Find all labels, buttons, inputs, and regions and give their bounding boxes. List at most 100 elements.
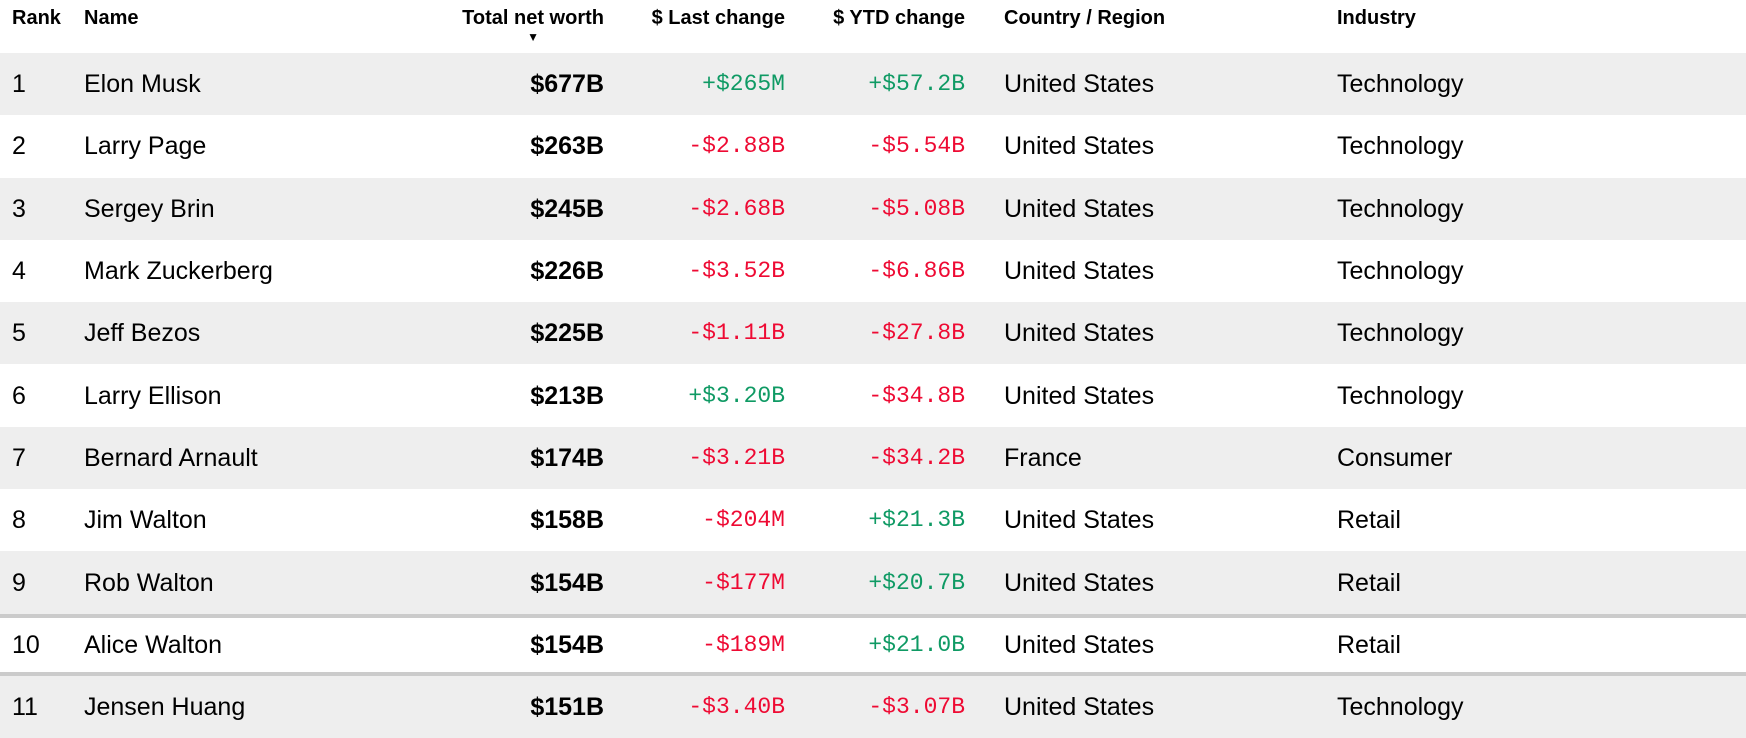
cell-country: United States (1004, 194, 1155, 223)
cell-industry: Retail (1337, 506, 1401, 535)
cell-ytd_change: -$3.07B (868, 694, 965, 721)
table-row[interactable]: 10 Alice Walton $154B -$189M +$21.0B United S… (0, 613, 1746, 676)
cell-country: United States (1004, 257, 1155, 286)
cell-last_change: -$177M (702, 569, 785, 596)
cell-ytd_change: +$20.7B (868, 569, 965, 596)
cell-industry: Technology (1337, 70, 1464, 99)
cell-last_change: -$2.88B (688, 133, 785, 160)
cell-net_worth: $677B (530, 70, 604, 99)
cell-rank: 7 (12, 443, 26, 472)
cell-ytd_change: +$21.0B (868, 631, 965, 658)
cell-net_worth: $225B (530, 319, 604, 348)
cell-ytd_change: -$5.54B (868, 133, 965, 160)
column-header-label: Country / Region (1004, 7, 1166, 29)
cell-net_worth: $263B (530, 132, 604, 161)
cell-industry: Technology (1337, 693, 1464, 722)
cell-name: Sergey Brin (84, 194, 215, 223)
cell-industry: Technology (1337, 194, 1464, 223)
cell-net_worth: $158B (530, 506, 604, 535)
table-header: Rank Name Total net worth ▼ $ Last change $ Y… (0, 0, 1746, 53)
cell-rank: 8 (12, 506, 26, 535)
cell-country: United States (1004, 506, 1155, 535)
cell-industry: Technology (1337, 381, 1464, 410)
column-header-label: Industry (1337, 7, 1416, 29)
cell-ytd_change: -$27.8B (868, 320, 965, 347)
cell-ytd_change: +$57.2B (868, 71, 965, 98)
cell-country: United States (1004, 319, 1155, 348)
cell-net_worth: $174B (530, 443, 604, 472)
table-row[interactable]: 9 Rob Walton $154B -$177M +$20.7B United Stat… (0, 551, 1746, 614)
cell-country: United States (1004, 381, 1155, 410)
cell-country: France (1004, 443, 1082, 472)
column-header-net_worth[interactable]: Total net worth ▼ (372, 0, 604, 53)
column-header-industry[interactable]: Industry (1337, 0, 1746, 53)
cell-net_worth: $213B (530, 381, 604, 410)
cell-name: Alice Walton (84, 630, 223, 659)
cell-rank: 4 (12, 257, 26, 286)
cell-industry: Technology (1337, 319, 1464, 348)
cell-net_worth: $245B (530, 194, 604, 223)
cell-industry: Consumer (1337, 443, 1453, 472)
column-header-country[interactable]: Country / Region (965, 0, 1337, 53)
cell-ytd_change: +$21.3B (868, 507, 965, 534)
cell-ytd_change: -$6.86B (868, 258, 965, 285)
cell-last_change: +$3.20B (688, 382, 785, 409)
column-header-label: $ Last change (651, 7, 785, 29)
sort-descending-icon: ▼ (527, 30, 540, 44)
cell-last_change: -$3.52B (688, 258, 785, 285)
cell-rank: 6 (12, 381, 26, 410)
column-header-label: Name (84, 7, 139, 29)
cell-industry: Technology (1337, 132, 1464, 161)
column-header-label: Total net worth (462, 7, 604, 29)
table-row[interactable]: 6 Larry Ellison $213B +$3.20B -$34.8B United … (0, 364, 1746, 427)
cell-net_worth: $154B (530, 568, 604, 597)
column-header-last_change[interactable]: $ Last change (604, 0, 785, 53)
cell-last_change: -$204M (702, 507, 785, 534)
table-row[interactable]: 3 Sergey Brin $245B -$2.68B -$5.08B United St… (0, 177, 1746, 240)
cell-net_worth: $154B (530, 630, 604, 659)
cell-country: United States (1004, 693, 1155, 722)
column-header-name[interactable]: Name (72, 0, 372, 53)
cell-last_change: +$265M (702, 71, 785, 98)
table-body: 1 Elon Musk $677B +$265M +$57.2B United State… (0, 53, 1746, 738)
cell-ytd_change: -$34.8B (868, 382, 965, 409)
cell-name: Larry Page (84, 132, 207, 161)
cell-net_worth: $226B (530, 257, 604, 286)
cell-name: Jensen Huang (84, 693, 246, 722)
cell-industry: Retail (1337, 630, 1401, 659)
cell-ytd_change: -$34.2B (868, 444, 965, 471)
cell-rank: 11 (12, 693, 38, 722)
cell-name: Elon Musk (84, 70, 201, 99)
column-header-ytd_change[interactable]: $ YTD change (785, 0, 965, 53)
table-row[interactable]: 2 Larry Page $263B -$2.88B -$5.54B United Sta… (0, 115, 1746, 178)
cell-net_worth: $151B (530, 693, 604, 722)
cell-last_change: -$1.11B (688, 320, 785, 347)
cell-last_change: -$3.21B (688, 444, 785, 471)
table-row[interactable]: 4 Mark Zuckerberg $226B -$3.52B -$6.86B Unite… (0, 239, 1746, 303)
cell-rank: 1 (12, 70, 26, 99)
cell-country: United States (1004, 70, 1155, 99)
cell-industry: Retail (1337, 568, 1401, 597)
cell-country: United States (1004, 630, 1155, 659)
table-row[interactable]: 1 Elon Musk $677B +$265M +$57.2B United State… (0, 53, 1746, 116)
cell-name: Rob Walton (84, 568, 214, 597)
cell-name: Mark Zuckerberg (84, 257, 273, 286)
column-header-rank[interactable]: Rank (0, 0, 72, 53)
column-header-label: $ YTD change (833, 7, 965, 29)
table-row[interactable]: 7 Bernard Arnault $174B -$3.21B -$34.2B Franc… (0, 426, 1746, 490)
table-row[interactable]: 11 Jensen Huang $151B -$3.40B -$3.07B United … (0, 675, 1746, 738)
cell-country: United States (1004, 568, 1155, 597)
sorted-column-wrap: Total net worth ▼ (462, 7, 604, 43)
cell-last_change: -$3.40B (688, 694, 785, 721)
table-row[interactable]: 8 Jim Walton $158B -$204M +$21.3B United Stat… (0, 489, 1746, 552)
table-row[interactable]: 5 Jeff Bezos $225B -$1.11B -$27.8B United Sta… (0, 302, 1746, 365)
cell-rank: 9 (12, 568, 26, 597)
cell-last_change: -$189M (702, 631, 785, 658)
cell-ytd_change: -$5.08B (868, 195, 965, 222)
cell-rank: 5 (12, 319, 26, 348)
cell-last_change: -$2.68B (688, 195, 785, 222)
cell-name: Bernard Arnault (84, 443, 258, 472)
cell-name: Jim Walton (84, 506, 207, 535)
cell-rank: 3 (12, 194, 26, 223)
